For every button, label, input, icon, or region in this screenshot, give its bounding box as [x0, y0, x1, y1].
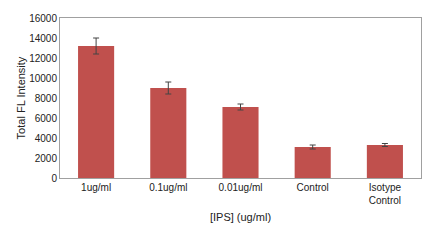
svg-text:10000: 10000 — [29, 73, 57, 84]
svg-text:0: 0 — [51, 173, 57, 184]
svg-text:12000: 12000 — [29, 53, 57, 64]
svg-text:0.1ug/ml: 0.1ug/ml — [149, 182, 187, 193]
svg-text:[IPS] (ug/ml): [IPS] (ug/ml) — [210, 211, 271, 223]
svg-text:Total FL Intensity: Total FL Intensity — [15, 56, 27, 139]
svg-text:Control: Control — [297, 182, 329, 193]
svg-text:1ug/ml: 1ug/ml — [81, 182, 111, 193]
svg-text:8000: 8000 — [35, 93, 58, 104]
svg-text:6000: 6000 — [35, 113, 58, 124]
svg-text:2000: 2000 — [35, 153, 58, 164]
svg-text:14000: 14000 — [29, 33, 57, 44]
svg-text:4000: 4000 — [35, 133, 58, 144]
svg-text:IsotypeControl: IsotypeControl — [369, 182, 402, 206]
svg-text:0.01ug/ml: 0.01ug/ml — [219, 182, 263, 193]
svg-text:16000: 16000 — [29, 13, 57, 24]
